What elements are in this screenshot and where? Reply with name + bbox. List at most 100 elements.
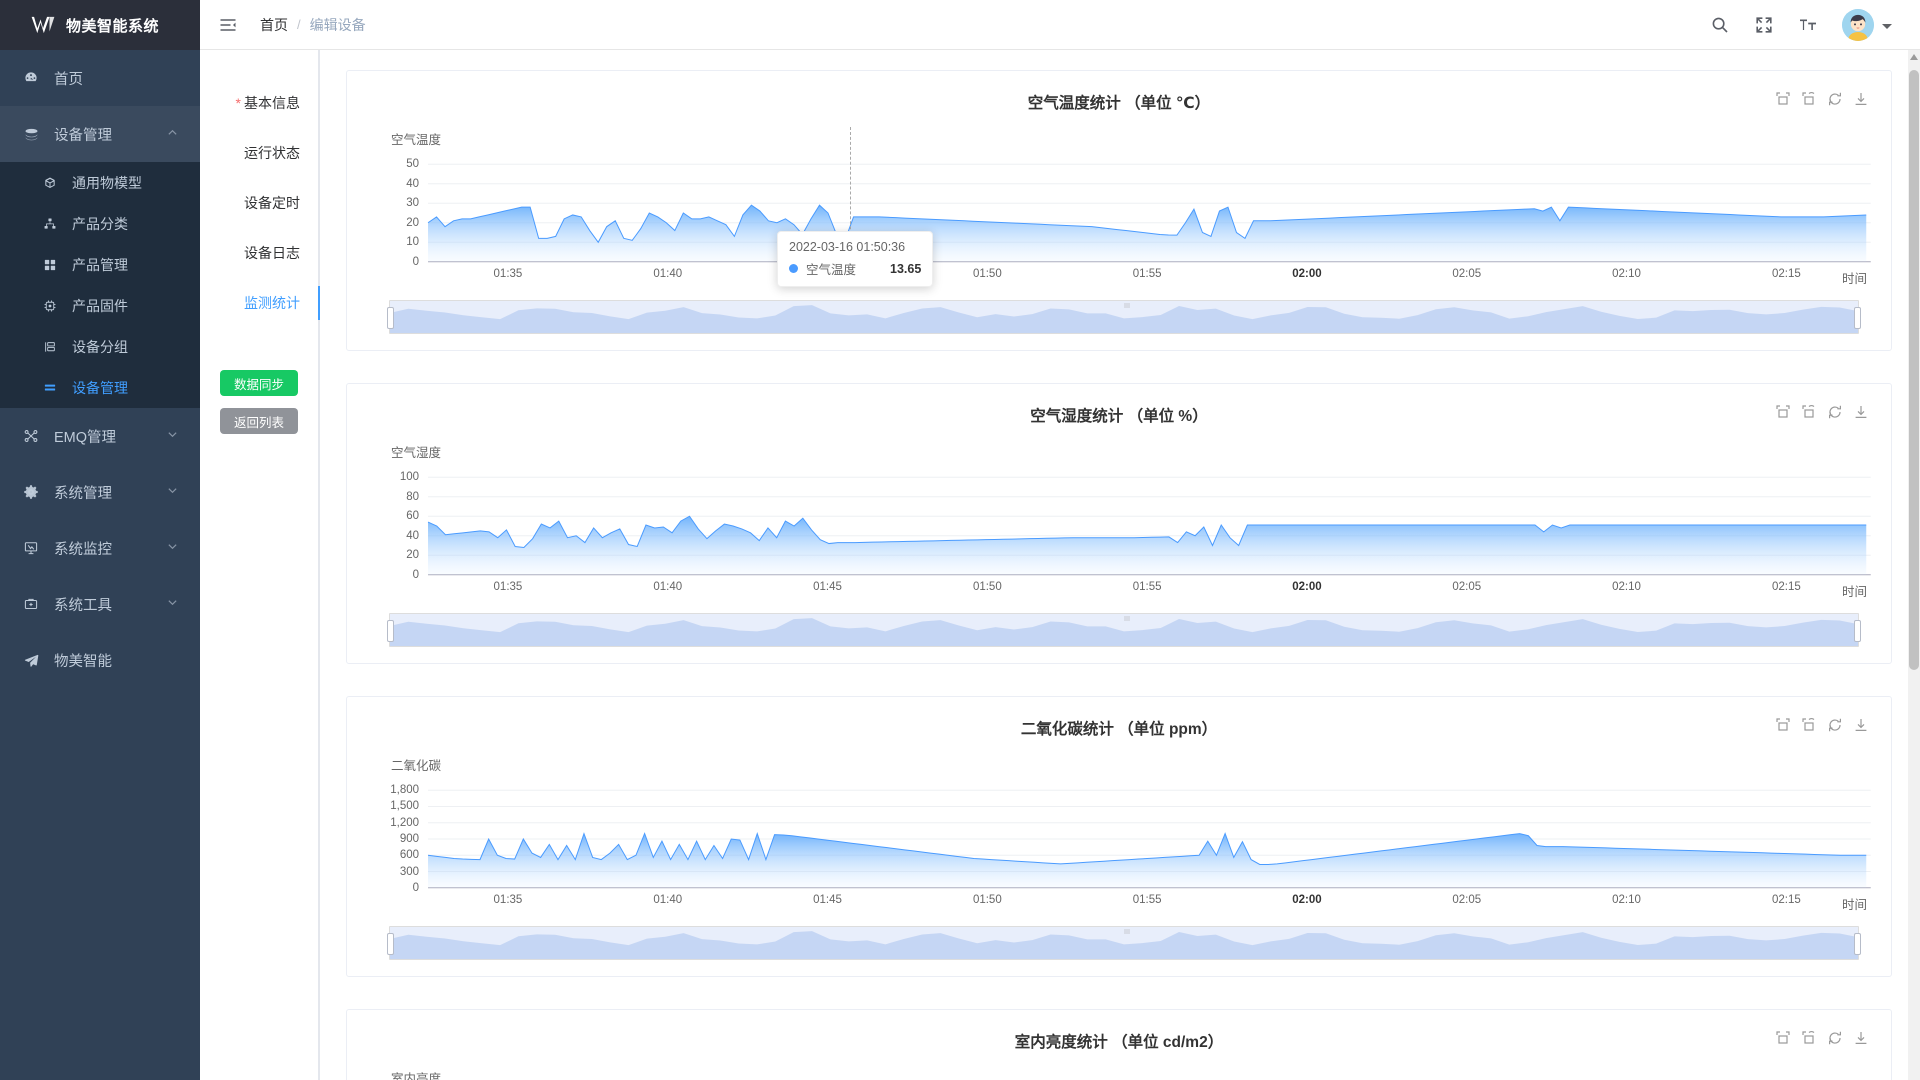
download-icon[interactable] [1853, 1030, 1869, 1046]
breadcrumb-home[interactable]: 首页 [260, 16, 288, 33]
fullscreen-icon[interactable] [1754, 15, 1774, 35]
x-tick-label: 01:50 [972, 894, 1002, 906]
sidebar-item-system-management[interactable]: 系统管理 [0, 464, 200, 520]
x-tick-label: 01:45 [813, 894, 842, 906]
tab-device-timer[interactable]: 设备定时 [200, 178, 318, 228]
x-tick-label: 02:15 [1771, 268, 1801, 280]
sidebar-item-wumei-ai[interactable]: 物美智能 [0, 632, 200, 688]
tab-label: 设备日志 [244, 245, 300, 261]
chart-toolbox [1775, 717, 1869, 733]
sidebar-item-emq-management[interactable]: EMQ管理 [0, 408, 200, 464]
datazoom-handle-left[interactable] [387, 307, 394, 329]
scrollbar-thumb[interactable] [1909, 70, 1919, 670]
y-tick-label: 20 [406, 549, 420, 562]
zoom-area-icon[interactable] [1775, 717, 1791, 733]
brand-logo[interactable]: 物美智能系统 [0, 0, 200, 50]
tooltip-value: 13.65 [890, 261, 922, 276]
zoom-area-icon[interactable] [1775, 1030, 1791, 1046]
sidebar-item-device-management-child[interactable]: 设备管理 [0, 367, 200, 408]
x-tick-label: 01:35 [493, 268, 523, 280]
x-tick-label: 02:00 [1292, 268, 1322, 280]
zoom-restore-icon[interactable] [1801, 1030, 1817, 1046]
chart-plot[interactable]: 0 300 600 900 1,200 1,500 1,800 [365, 784, 1873, 894]
scroll-up-arrow-icon[interactable] [1910, 52, 1918, 60]
download-icon[interactable] [1853, 404, 1869, 420]
x-tick-label: 02:10 [1612, 581, 1641, 593]
user-avatar[interactable] [1842, 8, 1874, 41]
datazoom-slider[interactable] [387, 300, 1861, 334]
datazoom-slider[interactable] [387, 926, 1861, 960]
chart-plot[interactable]: 0 10 20 30 40 50 [365, 158, 1873, 268]
sidebar-item-product-category[interactable]: 产品分类 [0, 203, 200, 244]
sidebar-item-device-management[interactable]: 设备管理 [0, 106, 200, 162]
sidebar-item-label: 产品分类 [72, 215, 128, 232]
sidebar-item-system-tools[interactable]: 系统工具 [0, 576, 200, 632]
font-size-icon[interactable] [1798, 15, 1818, 35]
datazoom-handle-left[interactable] [387, 933, 394, 955]
download-icon[interactable] [1853, 91, 1869, 107]
zoom-restore-icon[interactable] [1801, 91, 1817, 107]
dashboard-icon [20, 69, 42, 87]
tab-actions: 数据同步 返回列表 [200, 370, 318, 434]
datazoom-slider[interactable] [387, 613, 1861, 647]
datazoom-handle-left[interactable] [387, 620, 394, 642]
x-tick-label: 01:40 [653, 581, 683, 593]
chart-title: 二氧化碳统计 （单位 ppm） [1020, 721, 1218, 738]
x-tick-label: 01:40 [653, 894, 683, 906]
datazoom-tick [1124, 616, 1130, 621]
zoom-restore-icon[interactable] [1801, 404, 1817, 420]
data-sync-button[interactable]: 数据同步 [220, 370, 298, 396]
tab-basic-info[interactable]: * 基本信息 [200, 78, 318, 128]
zoom-area-icon[interactable] [1775, 91, 1791, 107]
datazoom-handle-right[interactable] [1854, 620, 1861, 642]
chart-title: 空气温度统计 （单位 ℃） [1027, 95, 1211, 112]
tab-running-status[interactable]: 运行状态 [200, 128, 318, 178]
sitemap-icon [40, 216, 60, 232]
refresh-icon[interactable] [1827, 404, 1843, 420]
y-tick-label: 1,500 [390, 800, 420, 813]
page-body: * 基本信息 运行状态 设备定时 设备日志 监测统计 [200, 50, 1920, 1080]
refresh-icon[interactable] [1827, 717, 1843, 733]
sidebar-item-device-group[interactable]: 设备分组 [0, 326, 200, 367]
chart-card-air-temperature: 空气温度统计 （单位 ℃） 空气温度 0 10 20 30 40 50 02:15 02:1… [346, 70, 1892, 351]
y-tick-label: 100 [399, 471, 420, 484]
chevron-down-icon [167, 597, 178, 611]
search-icon[interactable] [1710, 15, 1730, 35]
y-tick-label: 300 [399, 865, 420, 878]
tab-device-log[interactable]: 设备日志 [200, 228, 318, 278]
datazoom-handle-right[interactable] [1854, 933, 1861, 955]
chart-plot[interactable]: 0 20 40 60 80 100 [365, 471, 1873, 581]
sidebar-item-label: 产品固件 [72, 297, 128, 314]
x-tick-label: 01:35 [493, 581, 523, 593]
datazoom-handle-right[interactable] [1854, 307, 1861, 329]
x-axis-name: 时间 [1841, 898, 1867, 912]
tab-monitor-statistics[interactable]: 监测统计 [200, 278, 320, 328]
sidebar-item-label: 系统监控 [54, 541, 112, 558]
sidebar-item-product-management[interactable]: 产品管理 [0, 244, 200, 285]
send-icon [20, 651, 42, 669]
x-axis-labels: 02:1502:1002:0502:0001:5501:5001:4501:40… [365, 268, 1873, 286]
page-scrollbar[interactable] [1908, 50, 1920, 1080]
y-tick-label: 30 [406, 197, 420, 210]
refresh-icon[interactable] [1827, 91, 1843, 107]
back-to-list-button[interactable]: 返回列表 [220, 408, 298, 434]
zoom-restore-icon[interactable] [1801, 717, 1817, 733]
download-icon[interactable] [1853, 717, 1869, 733]
sidebar-item-system-monitor[interactable]: 系统监控 [0, 520, 200, 576]
refresh-icon[interactable] [1827, 1030, 1843, 1046]
sidebar-item-home[interactable]: 首页 [0, 50, 200, 106]
x-tick-label: 02:15 [1771, 581, 1801, 593]
charts-column: 空气温度统计 （单位 ℃） 空气温度 0 10 20 30 40 50 02:15 02:1… [320, 50, 1920, 1080]
chevron-down-icon[interactable] [1882, 23, 1892, 29]
toolbox-icon [20, 595, 42, 613]
sidebar-item-product-firmware[interactable]: 产品固件 [0, 285, 200, 326]
chart-card-indoor-brightness: 室内亮度统计 （单位 cd/m2） 室内亮度 [346, 1009, 1892, 1080]
breadcrumb-current: 编辑设备 [309, 16, 366, 33]
chart-title: 室内亮度统计 （单位 cd/m2） [1014, 1034, 1224, 1051]
sidebar-item-generic-thing-model[interactable]: 通用物模型 [0, 162, 200, 203]
hamburger-icon[interactable] [218, 15, 238, 35]
tooltip-series-name: 空气温度 [806, 263, 857, 277]
zoom-area-icon[interactable] [1775, 404, 1791, 420]
